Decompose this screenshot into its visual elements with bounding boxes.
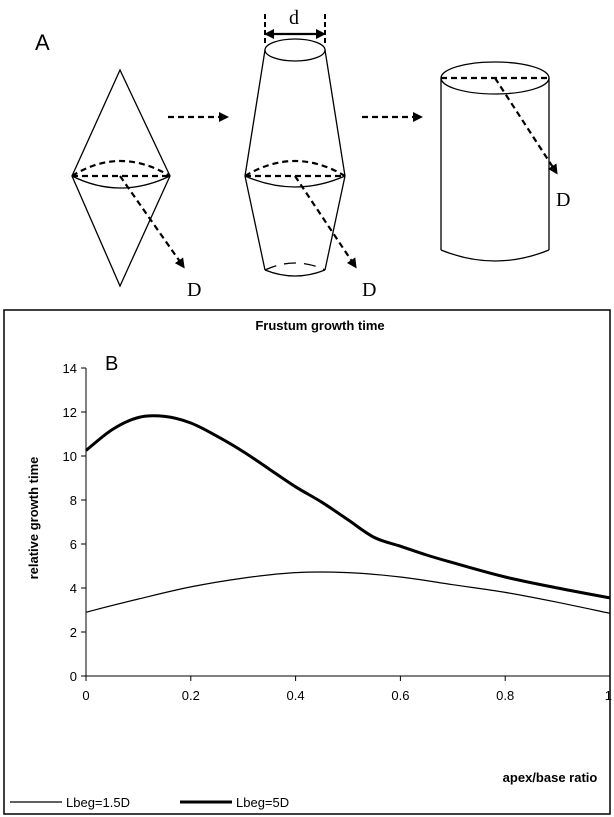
panel-b-chart: Frustum growth time B relative growth ti…: [3, 309, 612, 815]
x-tick-label: 1: [605, 688, 612, 703]
chart-title: Frustum growth time: [255, 318, 384, 333]
legend-label-lbeg-1-5d: Lbeg=1.5D: [66, 795, 130, 810]
y-tick-label: 8: [70, 493, 77, 508]
panel-b-letter: B: [105, 353, 118, 375]
chart-frame: [3, 309, 611, 815]
legend-label-lbeg-5d: Lbeg=5D: [236, 795, 289, 810]
y-tick-label: 4: [70, 581, 77, 596]
y-axis-label: relative growth time: [26, 457, 41, 580]
diagonal-label-2: D: [362, 279, 376, 301]
y-tick-label: 10: [63, 449, 77, 464]
y-tick-label: 2: [70, 625, 77, 640]
x-tick-label: 0.8: [496, 688, 514, 703]
double-cone-shape: [71, 68, 185, 288]
x-axis-label: apex/base ratio: [503, 770, 598, 785]
cylinder-shape: [440, 61, 558, 262]
x-tick-label: 0.6: [391, 688, 409, 703]
x-tick-label: 0.4: [287, 688, 305, 703]
x-tick-label: 0.2: [182, 688, 200, 703]
x-tick-label: 0: [82, 688, 89, 703]
y-tick-label: 0: [70, 669, 77, 684]
series-group: [85, 414, 611, 614]
ticks-group: 0 2 4 6 8 10 12 14 0 0.2 0.4 0.6 0.8 1: [63, 361, 612, 703]
double-frustum-shape: [244, 14, 357, 277]
legend: Lbeg=1.5D Lbeg=5D: [10, 795, 289, 810]
y-tick-label: 12: [63, 405, 77, 420]
axes-group: [85, 368, 610, 677]
diagonal-label-3: D: [556, 189, 570, 211]
series-line-lbeg-5d: [85, 414, 611, 600]
series-line-lbeg-1-5d: [85, 571, 611, 614]
d-label: d: [289, 7, 299, 29]
y-tick-label: 14: [63, 361, 77, 376]
panel-a-diagram: A D d D D: [35, 7, 570, 301]
panel-a-letter: A: [35, 30, 50, 55]
y-tick-label: 6: [70, 537, 77, 552]
diagonal-label-1: D: [187, 279, 201, 301]
